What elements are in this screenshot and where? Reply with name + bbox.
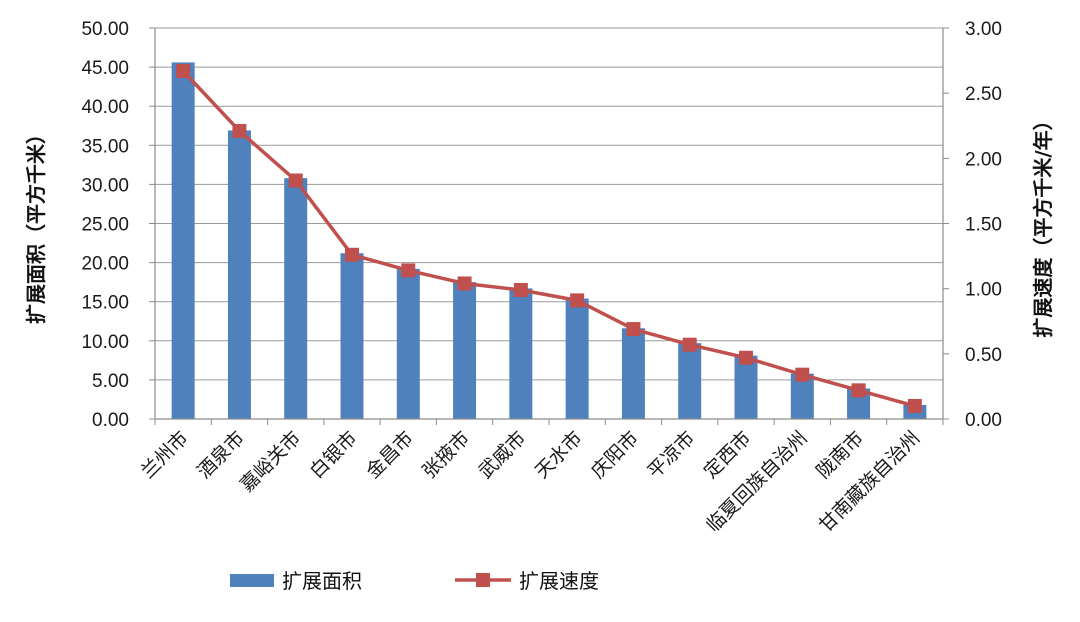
y-left-tick-label: 20.00 [81,254,129,275]
y-right-tick-label: 1.50 [965,215,1002,236]
bar [790,373,814,419]
bar [565,298,589,419]
speed-point [739,350,753,365]
speed-point [457,276,472,291]
y-axis-right-title: 扩展速度（平方千米/年） [1031,110,1055,337]
speed-point [851,383,866,398]
speed-point [176,64,191,79]
y-right-tick-label: 1.00 [965,280,1002,301]
category-label: 临夏回族自治州 [702,427,812,537]
category-label: 庆阳市 [587,427,643,483]
speed-point [682,337,697,352]
legend-line-marker [476,573,490,587]
speed-point [232,123,247,138]
axes [149,27,949,425]
category-label: 武威市 [475,427,531,483]
speed-point [795,367,810,382]
tick-labels: 0.00 5.00 10.00 15.00 20.00 25.00 30.00 35.00 40… [81,19,1002,431]
category-label: 嘉峪关市 [236,427,305,496]
category-label: 白银市 [306,427,362,483]
y-left-tick-label: 30.00 [81,175,129,196]
gridlines [155,27,943,420]
bar [678,343,702,419]
y-right-tick-label: 0.00 [965,410,1002,431]
legend-line-label: 扩展速度 [519,569,599,593]
category-label: 天水市 [531,427,587,483]
y-left-tick-label: 10.00 [81,332,129,353]
bar [396,268,420,419]
bar [734,355,758,419]
category-label: 酒泉市 [193,427,249,483]
speed-point [401,263,416,278]
category-label: 张掖市 [418,427,474,483]
bar [227,130,251,419]
legend-bar-swatch [230,574,274,587]
bar-series-area [171,62,927,420]
category-label: 定西市 [700,427,756,483]
bar [340,253,364,419]
category-label: 甘南藏族自治州 [815,427,925,537]
y-axis-left-title: 扩展面积（平方千米） [24,124,48,324]
y-left-tick-label: 25.00 [81,215,129,236]
bar [284,178,308,419]
speed-point [288,173,303,188]
y-right-tick-label: 2.00 [965,149,1002,170]
speed-point [907,398,922,413]
bar [509,288,533,419]
y-left-tick-label: 45.00 [81,58,129,79]
y-right-tick-label: 3.00 [965,19,1002,40]
bar [453,282,477,419]
legend-bar-label: 扩展面积 [282,569,362,593]
y-left-tick-label: 0.00 [92,410,129,431]
y-left-tick-label: 40.00 [81,97,129,118]
legend: 扩展面积 扩展速度 [230,569,599,593]
y-left-tick-label: 35.00 [81,136,129,157]
y-right-tick-label: 2.50 [965,84,1002,105]
y-right-tick-label: 0.50 [965,345,1002,366]
category-label: 金昌市 [362,427,418,483]
line-series-speed [176,64,922,413]
bar [621,328,645,419]
speed-point [626,322,641,337]
y-left-tick-label: 15.00 [81,293,129,314]
speed-point [513,282,528,297]
category-label: 平凉市 [643,427,699,483]
speed-point [345,247,359,262]
speed-point [570,293,585,308]
category-label: 陇南市 [812,427,868,483]
bar [171,62,195,420]
speed-line [181,69,916,408]
y-left-tick-label: 5.00 [92,371,129,392]
category-label: 兰州市 [137,427,193,483]
y-left-tick-label: 50.00 [81,19,129,40]
